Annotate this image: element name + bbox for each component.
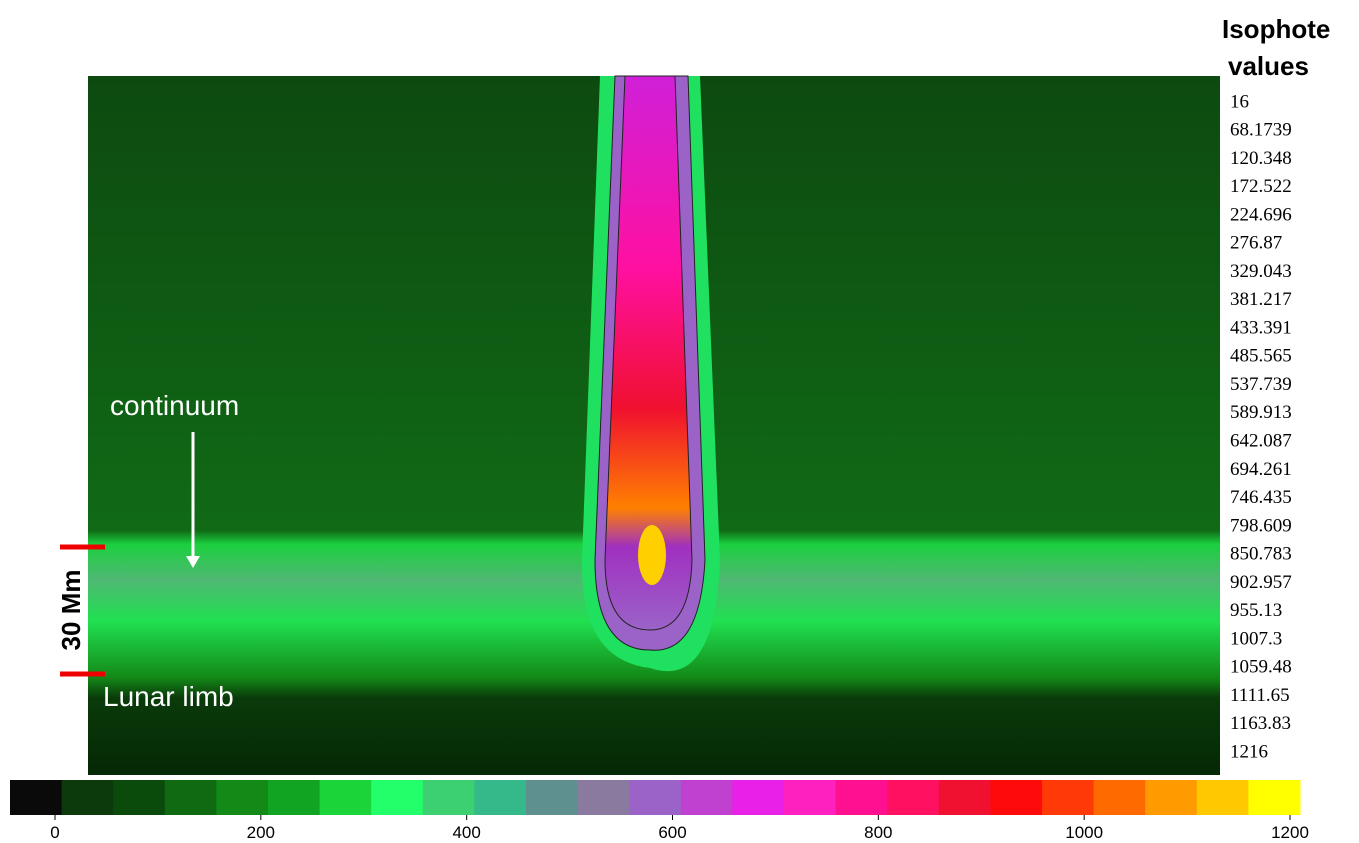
colorbar-segment <box>371 780 424 815</box>
plume-peak <box>638 525 666 585</box>
colorbar-segment <box>629 780 682 815</box>
colorbar-segment <box>216 780 269 815</box>
isophote-value: 433.391 <box>1230 317 1292 338</box>
colorbar-segment <box>1145 780 1198 815</box>
isophote-value: 172.522 <box>1230 176 1292 197</box>
arrow-head <box>186 556 200 568</box>
colorbar-segment <box>164 780 217 815</box>
colorbar-segment <box>835 780 888 815</box>
legend-title: Isophote <box>1222 14 1330 44</box>
isophote-value: 1007.3 <box>1230 628 1282 649</box>
image <box>88 75 1220 775</box>
legend-title: values <box>1228 51 1309 81</box>
colorbar-segment <box>319 780 372 815</box>
isophote-value: 746.435 <box>1230 487 1292 508</box>
isophote-value: 589.913 <box>1230 402 1292 423</box>
colorbar-tick-label: 0 <box>50 823 59 842</box>
isophote-value: 120.348 <box>1230 148 1292 169</box>
isophote-list: 16 68.1739 120.348 172.522 224.696 276.87 329.… <box>1230 91 1292 762</box>
isophote-value: 798.609 <box>1230 515 1292 536</box>
colorbar-segment <box>784 780 837 815</box>
colorbar-tick-label: 800 <box>864 823 892 842</box>
isophote-value: 537.739 <box>1230 374 1292 395</box>
colorbar-segment <box>268 780 321 815</box>
colorbar-segment <box>422 780 475 815</box>
colorbar-tick-label: 600 <box>658 823 686 842</box>
isophote-value: 850.783 <box>1230 544 1292 565</box>
colorbar-segment <box>1093 780 1146 815</box>
isophote-value: 694.261 <box>1230 459 1292 480</box>
isophote-value: 329.043 <box>1230 261 1292 282</box>
colorbar-segment <box>577 780 630 815</box>
colorbar-segment <box>1196 780 1249 815</box>
isophote-value: 68.1739 <box>1230 120 1292 141</box>
colorbar-tick-label: 1000 <box>1065 823 1103 842</box>
isophote-value: 16 <box>1230 91 1249 112</box>
colorbar-segment <box>732 780 785 815</box>
isophote-value: 224.696 <box>1230 204 1292 225</box>
colorbar-segment <box>474 780 527 815</box>
scale-label: 30 Mm <box>56 570 86 651</box>
colorbar-tick-label: 1200 <box>1271 823 1309 842</box>
colorbar: 0 200 400 600 800 1000 1200 <box>10 780 1309 842</box>
colorbar-segment <box>10 780 63 815</box>
isophote-value: 276.87 <box>1230 233 1282 254</box>
continuum-label: continuum <box>110 390 239 421</box>
colorbar-segment <box>990 780 1043 815</box>
colorbar-segment <box>887 780 940 815</box>
colorbar-segment <box>938 780 991 815</box>
isophote-value: 642.087 <box>1230 430 1292 451</box>
colorbar-segment <box>113 780 166 815</box>
isophote-value: 1163.83 <box>1230 713 1291 734</box>
isophote-value: 1059.48 <box>1230 657 1292 678</box>
colorbar-tick-label: 400 <box>452 823 480 842</box>
isophote-value: 1216 <box>1230 741 1268 762</box>
colorbar-segment <box>1248 780 1301 815</box>
isophote-value: 1111.65 <box>1230 685 1290 706</box>
colorbar-segment <box>1042 780 1095 815</box>
colorbar-segment <box>61 780 114 815</box>
colorbar-tick-label: 200 <box>247 823 275 842</box>
annotations: continuum Lunar limb 30 Mm <box>56 390 239 712</box>
plume-core <box>604 75 693 631</box>
lunar-limb-label: Lunar limb <box>103 681 234 712</box>
isophote-value: 381.217 <box>1230 289 1292 310</box>
isophote-value: 485.565 <box>1230 346 1292 367</box>
isophote-value: 955.13 <box>1230 600 1282 621</box>
isophote-value: 902.957 <box>1230 572 1292 593</box>
colorbar-segment <box>526 780 579 815</box>
colorbar-segment <box>680 780 733 815</box>
